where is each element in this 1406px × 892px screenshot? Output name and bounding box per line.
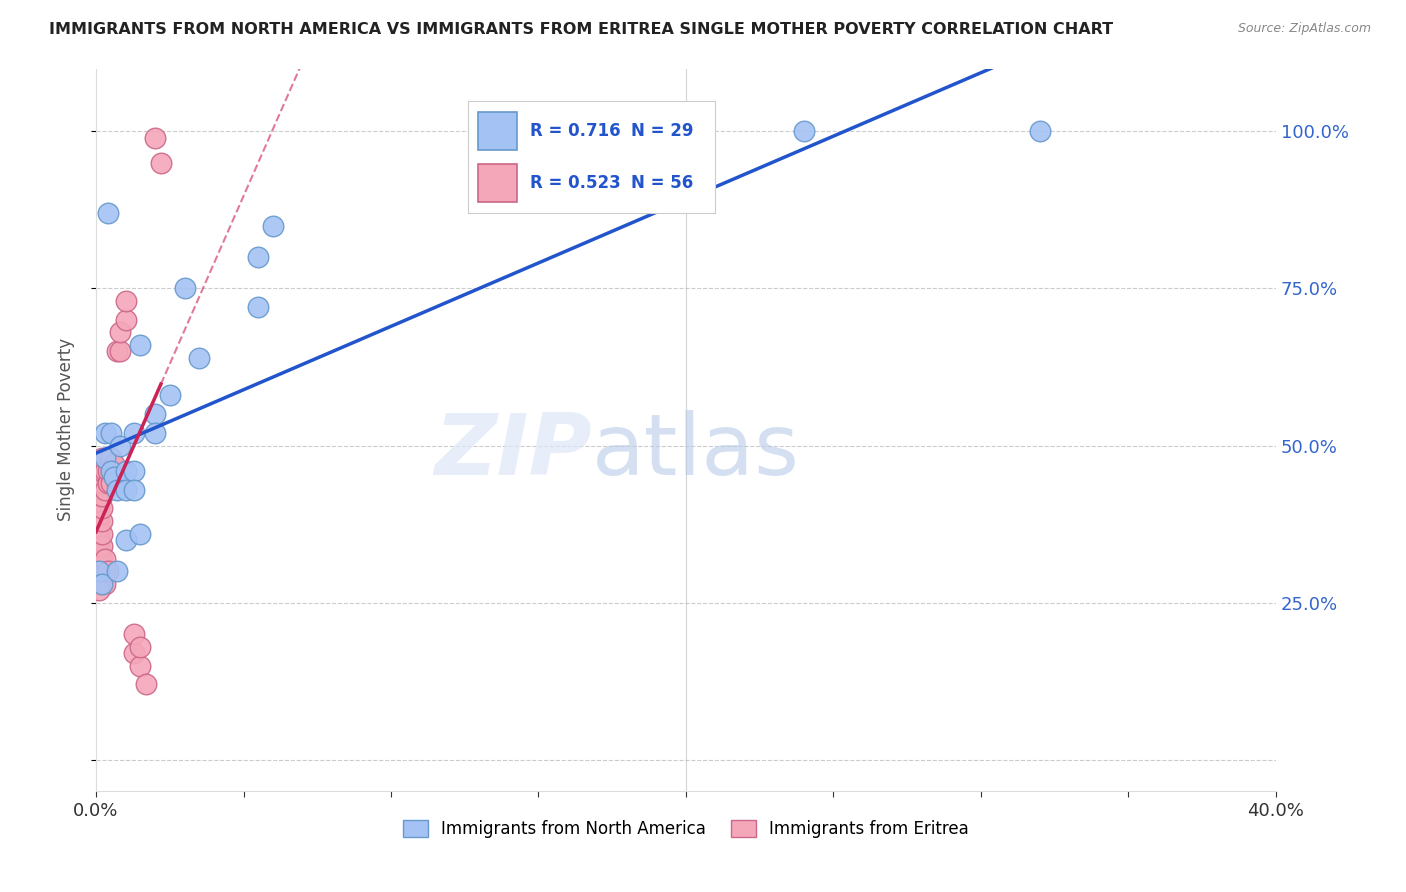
Point bbox=[87, 514, 110, 528]
Point bbox=[87, 520, 110, 534]
Point bbox=[124, 464, 146, 478]
Point bbox=[87, 470, 110, 484]
Point bbox=[90, 526, 112, 541]
Point bbox=[90, 551, 112, 566]
Point bbox=[108, 344, 131, 359]
Point bbox=[159, 388, 181, 402]
Point bbox=[90, 577, 112, 591]
Point bbox=[97, 564, 120, 578]
Point bbox=[124, 483, 146, 497]
Point bbox=[87, 539, 110, 553]
Point bbox=[94, 564, 117, 578]
Point bbox=[87, 545, 110, 559]
Point bbox=[87, 464, 110, 478]
Point bbox=[87, 501, 110, 516]
Point bbox=[90, 539, 112, 553]
Text: ZIP: ZIP bbox=[434, 410, 592, 493]
Point bbox=[129, 640, 152, 654]
Point bbox=[94, 464, 117, 478]
Point bbox=[143, 407, 166, 421]
Point bbox=[100, 476, 122, 491]
Point bbox=[114, 294, 136, 309]
Point bbox=[114, 464, 136, 478]
Text: IMMIGRANTS FROM NORTH AMERICA VS IMMIGRANTS FROM ERITREA SINGLE MOTHER POVERTY C: IMMIGRANTS FROM NORTH AMERICA VS IMMIGRA… bbox=[49, 22, 1114, 37]
Point bbox=[94, 451, 117, 466]
Point bbox=[90, 489, 112, 503]
Point bbox=[129, 658, 152, 673]
Point bbox=[135, 677, 157, 691]
Point bbox=[87, 476, 110, 491]
Point bbox=[149, 156, 172, 170]
Point bbox=[87, 533, 110, 547]
Point bbox=[262, 219, 284, 233]
Point bbox=[103, 470, 125, 484]
Point bbox=[90, 564, 112, 578]
Point bbox=[129, 338, 152, 352]
Point bbox=[114, 313, 136, 327]
Point bbox=[100, 464, 122, 478]
Point bbox=[129, 526, 152, 541]
Point bbox=[97, 206, 120, 220]
Point bbox=[114, 533, 136, 547]
Point bbox=[105, 483, 128, 497]
Point bbox=[143, 425, 166, 440]
Point bbox=[94, 483, 117, 497]
Point bbox=[793, 124, 815, 138]
Point bbox=[90, 501, 112, 516]
Point bbox=[90, 514, 112, 528]
Point bbox=[124, 627, 146, 641]
Point bbox=[143, 130, 166, 145]
Point bbox=[100, 425, 122, 440]
Point bbox=[247, 250, 270, 264]
Point bbox=[87, 495, 110, 509]
Point bbox=[105, 344, 128, 359]
Point bbox=[87, 551, 110, 566]
Point bbox=[94, 551, 117, 566]
Point bbox=[90, 577, 112, 591]
Point bbox=[105, 476, 128, 491]
Point bbox=[87, 526, 110, 541]
Text: atlas: atlas bbox=[592, 410, 800, 493]
Point bbox=[173, 281, 195, 295]
Point bbox=[114, 483, 136, 497]
Point bbox=[188, 351, 211, 365]
Point bbox=[87, 577, 110, 591]
Point bbox=[94, 425, 117, 440]
Point bbox=[100, 451, 122, 466]
Point bbox=[87, 508, 110, 522]
Point bbox=[94, 577, 117, 591]
Point bbox=[87, 564, 110, 578]
Text: Source: ZipAtlas.com: Source: ZipAtlas.com bbox=[1237, 22, 1371, 36]
Point bbox=[103, 458, 125, 472]
Point bbox=[87, 483, 110, 497]
Point bbox=[87, 583, 110, 598]
Point bbox=[1029, 124, 1052, 138]
Point bbox=[103, 464, 125, 478]
Point bbox=[90, 476, 112, 491]
Point bbox=[97, 464, 120, 478]
Point bbox=[87, 489, 110, 503]
Legend: Immigrants from North America, Immigrants from Eritrea: Immigrants from North America, Immigrant… bbox=[396, 813, 976, 845]
Point bbox=[87, 564, 110, 578]
Point bbox=[108, 326, 131, 340]
Point bbox=[90, 451, 112, 466]
Point bbox=[247, 301, 270, 315]
Point bbox=[124, 646, 146, 660]
Point bbox=[87, 558, 110, 572]
Point bbox=[100, 464, 122, 478]
Point bbox=[90, 464, 112, 478]
Point bbox=[105, 564, 128, 578]
Y-axis label: Single Mother Poverty: Single Mother Poverty bbox=[58, 338, 75, 522]
Point bbox=[108, 439, 131, 453]
Point bbox=[97, 476, 120, 491]
Point bbox=[124, 425, 146, 440]
